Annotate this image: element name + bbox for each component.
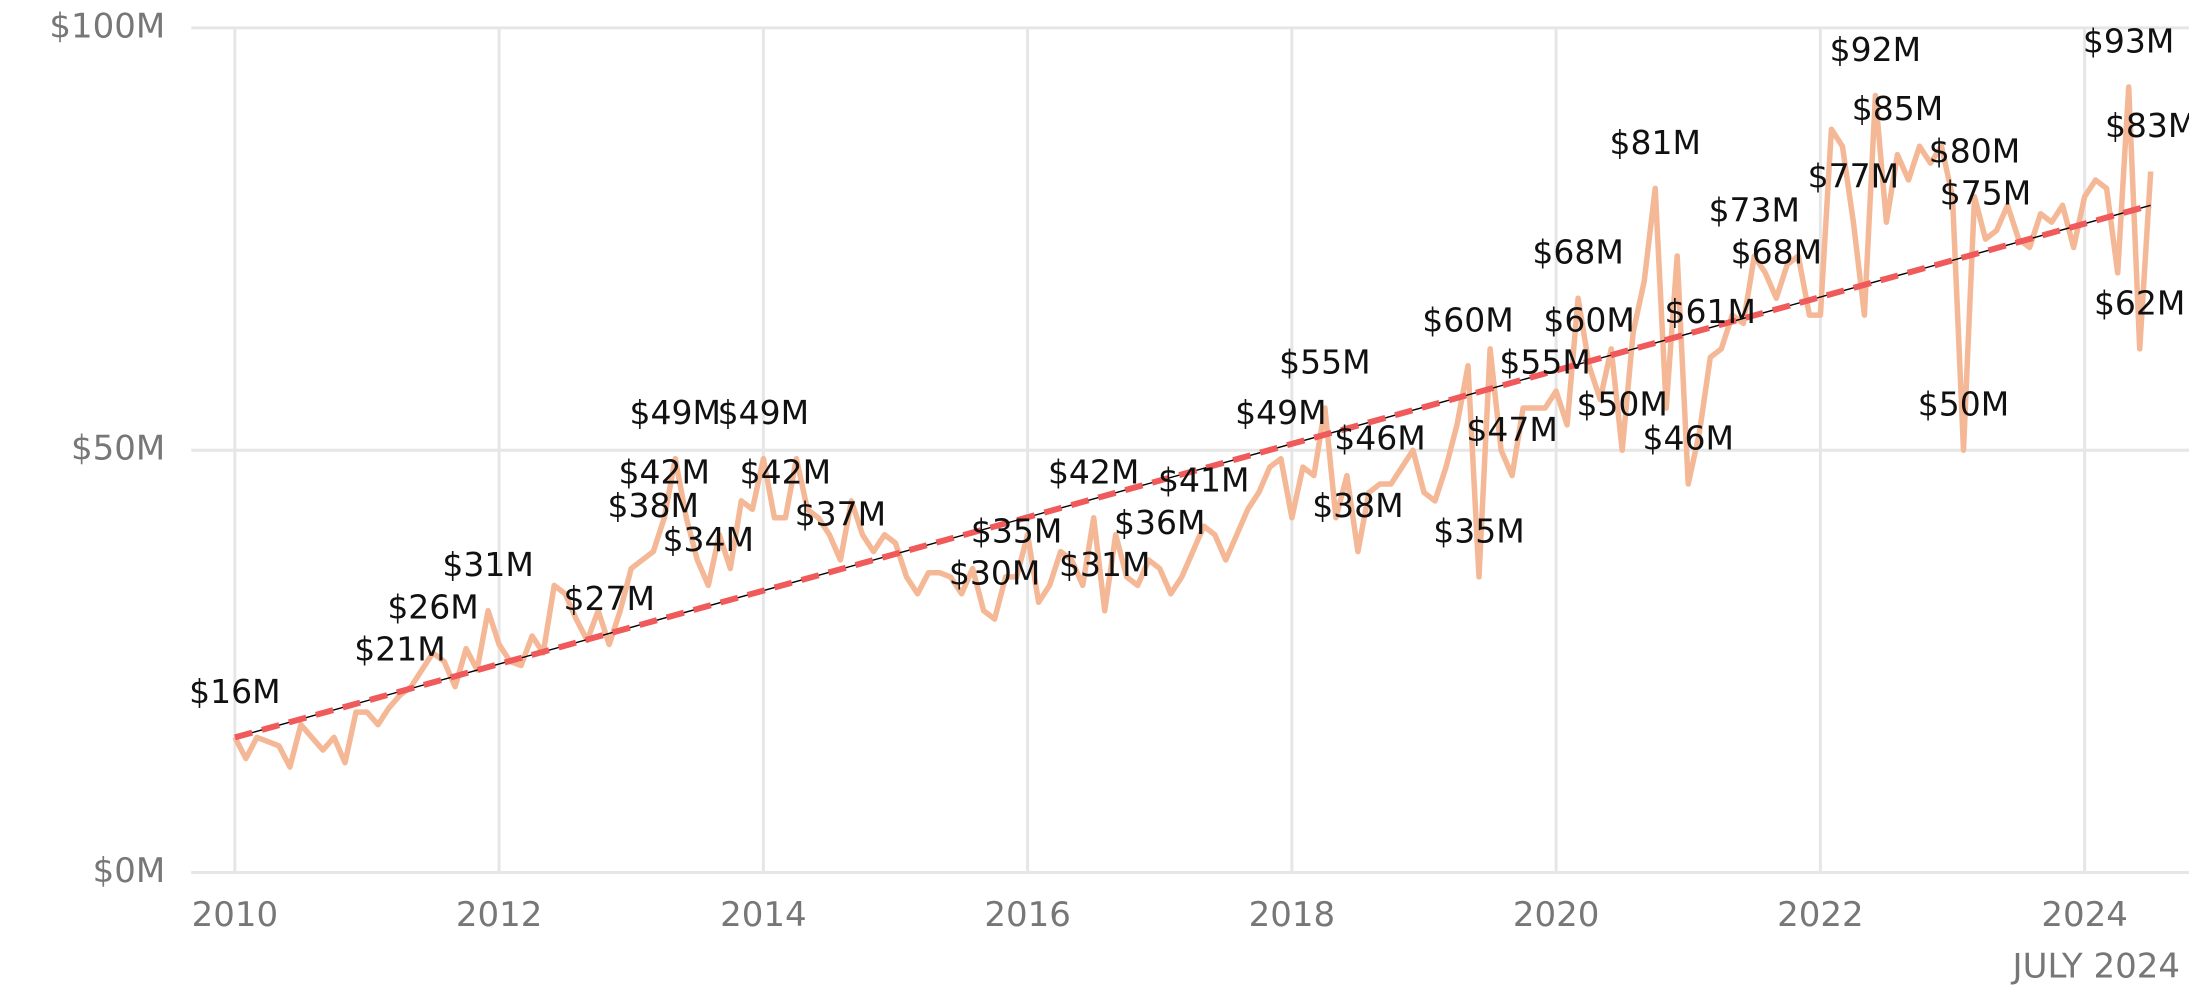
data-label: $81M (1609, 123, 1700, 162)
data-label: $35M (971, 511, 1062, 550)
data-label: $35M (1433, 511, 1524, 550)
x-tick-label: 2014 (720, 895, 807, 935)
data-label: $92M (1830, 30, 1921, 69)
data-label: $42M (1048, 452, 1139, 491)
annotation: JULY 2024 (2011, 947, 2180, 987)
x-tick-label: 2020 (1513, 895, 1600, 935)
data-label: $42M (619, 452, 710, 491)
data-label: $50M (1576, 385, 1667, 424)
data-label: $27M (563, 579, 654, 618)
data-label: $46M (1334, 419, 1425, 458)
y-tick-label: $50M (71, 429, 165, 469)
x-tick-label: 2022 (1777, 895, 1864, 935)
x-tick-label: 2016 (984, 895, 1071, 935)
data-label: $73M (1709, 190, 1800, 229)
series-line (232, 84, 2154, 770)
data-label: $26M (387, 587, 478, 626)
trend-line (234, 202, 2152, 741)
data-label: $16M (189, 672, 280, 711)
data-label: $62M (2094, 283, 2185, 322)
x-tick-label: 2010 (192, 895, 279, 935)
data-label: $49M (718, 393, 809, 432)
data-label: $93M (2083, 22, 2174, 61)
x-tick-label: 2018 (1249, 895, 1336, 935)
data-label: $75M (1940, 174, 2031, 213)
data-label: $38M (608, 486, 699, 525)
data-label: $80M (1929, 131, 2020, 170)
data-label: $37M (795, 495, 886, 534)
data-label: $31M (1059, 545, 1150, 584)
data-label: $46M (1643, 419, 1734, 458)
data-label: $42M (740, 452, 831, 491)
data-label: $36M (1114, 503, 1205, 542)
data-label: $34M (663, 520, 754, 559)
y-tick-label: $0M (93, 851, 166, 891)
data-label: $30M (949, 554, 1040, 593)
data-label: $50M (1918, 385, 2009, 424)
data-label: $38M (1312, 486, 1403, 525)
data-label: $61M (1665, 292, 1756, 331)
data-label: $83M (2105, 106, 2189, 145)
data-label: $68M (1532, 233, 1623, 272)
data-label: $60M (1543, 300, 1634, 339)
y-tick-label: $100M (49, 6, 165, 46)
data-label: $31M (442, 545, 533, 584)
data-label: $47M (1466, 410, 1557, 449)
data-label: $68M (1731, 233, 1822, 272)
data-label: $55M (1499, 342, 1590, 381)
data-label: $49M (1235, 393, 1326, 432)
x-tick-label: 2012 (456, 895, 543, 935)
data-label: $77M (1808, 157, 1899, 196)
data-label: $49M (630, 393, 721, 432)
data-label: $41M (1158, 461, 1249, 500)
x-tick-label: 2024 (2041, 895, 2128, 935)
data-label: $85M (1852, 89, 1943, 128)
data-label: $55M (1279, 342, 1370, 381)
data-label: $60M (1422, 300, 1513, 339)
data-label: $21M (354, 630, 445, 669)
